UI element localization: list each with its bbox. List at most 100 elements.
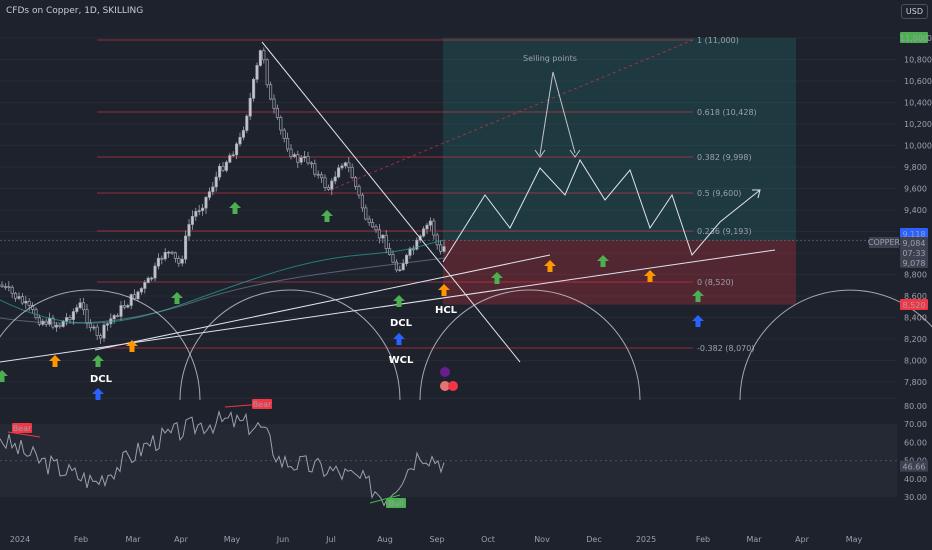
bear-tag-bg (252, 399, 272, 409)
candle-body (95, 326, 99, 336)
green-arrow (0, 370, 8, 382)
candle-body (343, 162, 347, 167)
x-tick-label: Mar (125, 535, 141, 544)
trendline-short (94, 254, 551, 351)
candle-body (139, 288, 143, 293)
orange-arrow (126, 340, 138, 352)
cycle-label-hcl: HCL (435, 305, 458, 316)
green-arrow (692, 290, 704, 302)
candle-body (20, 296, 24, 304)
candle-body (184, 235, 188, 260)
fib-level-label: 0.382 (9,998) (697, 153, 752, 162)
candle-body (415, 239, 419, 250)
candle-body (316, 173, 320, 176)
candle-body (428, 220, 432, 226)
selling-points-label: Selling points (523, 54, 577, 63)
fib-level-label: 1 (11,000) (697, 36, 739, 45)
candle-body (269, 84, 273, 100)
candle-body (133, 294, 137, 300)
candle-body (201, 207, 205, 211)
candle-body (136, 291, 140, 300)
candle-body (109, 318, 113, 325)
candle-body (34, 309, 38, 319)
y-tick-label: 10,600 (904, 77, 932, 86)
candle-body (156, 257, 160, 267)
candle-body (425, 224, 429, 230)
fib-level-label: 0.236 (9,193) (697, 227, 752, 236)
green-arrow (393, 295, 405, 307)
x-tick-label: 2024 (10, 535, 30, 544)
candle-body (37, 317, 41, 325)
cycle-label-dcl: DCL (390, 318, 413, 329)
candle-body (333, 176, 337, 182)
candle-body (119, 305, 123, 317)
currency-button[interactable]: USD (900, 4, 928, 19)
bear-tag: Bear (253, 400, 272, 409)
candle-body (207, 191, 211, 198)
rsi-value-label: 46.66 (903, 463, 926, 472)
blue-arrow (393, 333, 405, 345)
candle-body (340, 165, 344, 169)
candle-body (167, 251, 171, 254)
candle-body (377, 229, 381, 239)
candle-body (71, 311, 75, 320)
candle-body (146, 277, 150, 283)
x-tick-label: Nov (534, 535, 550, 544)
green-arrow (597, 255, 609, 267)
price-label: 07:33 (902, 249, 925, 258)
x-tick-label: Feb (74, 535, 88, 544)
candle-body (102, 324, 106, 339)
x-tick-label: Sep (429, 535, 444, 544)
x-tick-label: Apr (795, 535, 810, 544)
y-tick-label: 8,800 (904, 271, 927, 280)
candle-body (258, 50, 262, 66)
cycle-arc (0, 289, 201, 401)
candle-body (364, 207, 368, 220)
rsi-value-bg (900, 460, 928, 472)
candle-body (292, 154, 296, 157)
candle-body (411, 248, 415, 251)
price-label: 9,084 (903, 239, 926, 248)
green-arrow (321, 210, 333, 222)
candle-body (116, 315, 120, 317)
candle-body (88, 322, 92, 329)
candle-body (68, 317, 72, 320)
y-tick-label: 8,600 (904, 292, 927, 301)
candle-body (306, 156, 310, 164)
candle-body (85, 309, 89, 324)
candle-body (75, 307, 79, 312)
projection-arrowhead (752, 189, 761, 199)
candle-body (252, 79, 256, 99)
bull-tag-bg (386, 498, 406, 508)
price-label: 8,520 (903, 301, 926, 310)
candle-body (7, 286, 11, 288)
x-tick-label: Aug (377, 535, 393, 544)
cycle-label-wcl: WCL (389, 355, 414, 366)
fib-level-label: 0.618 (10,428) (697, 108, 757, 117)
price-label-bg (900, 228, 928, 239)
price-label-bg (900, 299, 928, 310)
fib-level-label: 0 (8,520) (697, 278, 734, 287)
price-label-bg (900, 237, 928, 248)
candle-body (374, 226, 378, 231)
candle-body (214, 176, 218, 188)
rsi-y-tick-label: 70.00 (904, 420, 927, 429)
candle-body (265, 59, 269, 86)
projection-path (442, 158, 761, 263)
candle-body (337, 167, 341, 178)
y-tick-label: 9,600 (904, 185, 927, 194)
candle-body (194, 211, 198, 217)
candle-body (204, 197, 208, 209)
candle-body (320, 174, 324, 179)
blue-arrow (692, 315, 704, 327)
candle-body (3, 286, 7, 288)
green-arrow (229, 202, 241, 214)
y-tick-label: 7,800 (904, 378, 927, 387)
candle-body (238, 136, 242, 145)
downtrend-line (261, 41, 521, 363)
chart-title: CFDs on Copper, 1D, SKILLING (6, 6, 144, 16)
candle-body (394, 261, 398, 271)
bull-divergence-line (369, 494, 401, 504)
